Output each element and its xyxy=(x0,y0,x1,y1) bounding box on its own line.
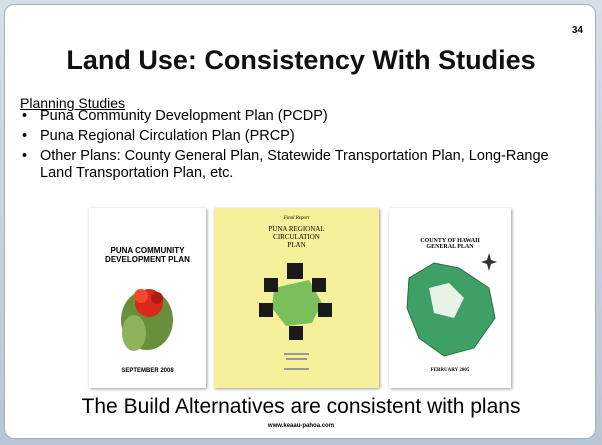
cover-date: SEPTEMBER 2008 xyxy=(89,368,206,374)
bullet-list: Puna Community Development Plan (PCDP) P… xyxy=(20,108,580,185)
conclusion: The Build Alternatives are consistent wi… xyxy=(5,395,597,419)
cover-subtitle: Final Report xyxy=(214,216,379,221)
cover-title: PUNA COMMUNITY DEVELOPMENT PLAN xyxy=(89,246,206,264)
cover-art xyxy=(389,208,511,388)
document-cover: PUNA COMMUNITY DEVELOPMENT PLAN SEPTEMBE… xyxy=(89,208,206,388)
slide: 34 Land Use: Consistency With Studies Pl… xyxy=(0,0,602,445)
bullet: Puna Community Development Plan (PCDP) xyxy=(20,108,580,125)
slide-title: Land Use: Consistency With Studies xyxy=(5,45,597,76)
cover-art xyxy=(89,208,206,388)
bullet: Puna Regional Circulation Plan (PRCP) xyxy=(20,128,580,145)
bullet: Other Plans: County General Plan, Statew… xyxy=(20,148,580,182)
cover-title: PUNA REGIONAL CIRCULATION PLAN xyxy=(214,225,379,249)
footer: www.keaau-pahoa.com xyxy=(5,423,597,429)
document-cover: Final Report PUNA REGIONAL CIRCULATION P… xyxy=(214,208,379,388)
cover-date: FEBRUARY 2005 xyxy=(389,368,511,373)
slide-panel: 34 Land Use: Consistency With Studies Pl… xyxy=(4,4,596,439)
slide-number: 34 xyxy=(572,25,583,36)
document-cover: COUNTY OF HAWAII GENERAL PLAN FEBRUARY 2… xyxy=(389,208,511,388)
cover-title: COUNTY OF HAWAII GENERAL PLAN xyxy=(389,238,511,250)
